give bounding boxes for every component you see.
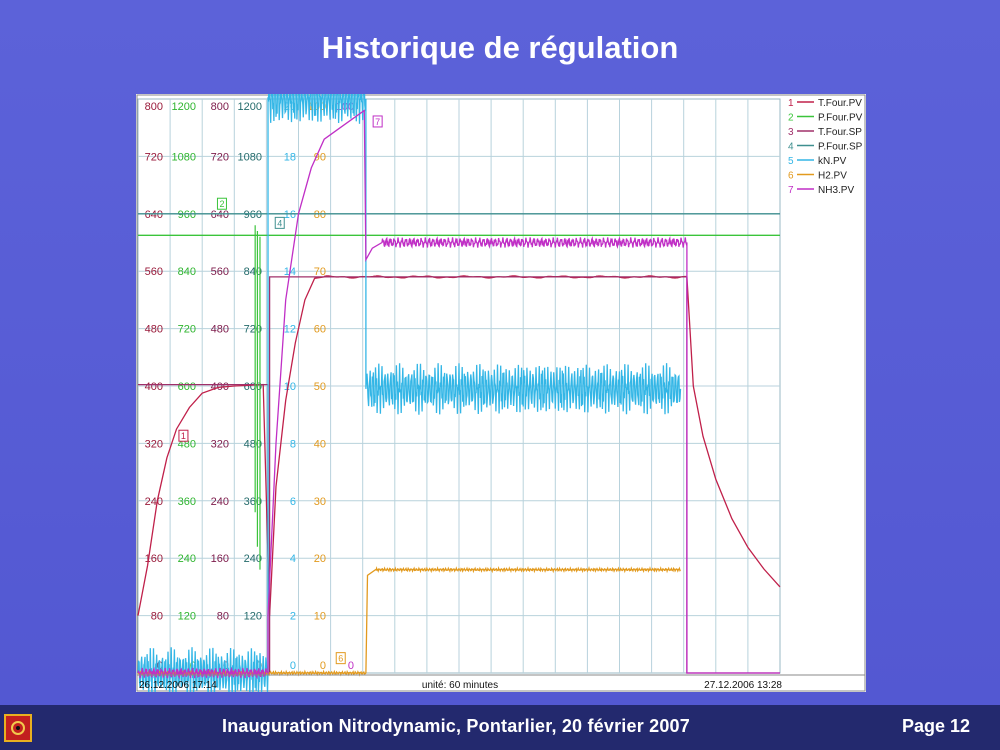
- tick-label: 80: [217, 611, 229, 623]
- legend-label: NH3.PV: [818, 185, 854, 196]
- tick-label: 720: [145, 151, 163, 163]
- tick-label: 720: [178, 324, 196, 336]
- tick-label: 60: [314, 324, 326, 336]
- tick-label: 120: [178, 611, 196, 623]
- tick-label: 240: [244, 553, 262, 565]
- tick-label: 960: [178, 209, 196, 221]
- tick-label: 120: [244, 611, 262, 623]
- series-marker-box: [178, 429, 189, 442]
- tick-label: 240: [178, 553, 196, 565]
- legend-label: P.Four.SP: [818, 142, 863, 153]
- legend-number: 2: [788, 113, 794, 124]
- tick-label: 600: [244, 381, 262, 393]
- tick-label: 480: [211, 324, 229, 336]
- tick-label: 8: [290, 438, 296, 450]
- tick-label: 800: [211, 101, 229, 113]
- series-marker-box: [335, 652, 346, 665]
- tick-label: 18: [284, 151, 296, 163]
- series-marker-number: 4: [277, 218, 282, 228]
- tick-label: 12: [284, 324, 296, 336]
- end-time-label: 27.12.2006 13:28: [704, 680, 782, 691]
- tick-label: 560: [211, 266, 229, 278]
- tick-label: 960: [244, 209, 262, 221]
- tick-label: 1080: [238, 151, 262, 163]
- tick-label: 360: [178, 496, 196, 508]
- tick-label: 600: [178, 381, 196, 393]
- tick-label: 1080: [172, 151, 196, 163]
- legend-number: 5: [788, 156, 794, 167]
- tick-label: 480: [244, 438, 262, 450]
- tick-label: 840: [178, 266, 196, 278]
- legend-number: 4: [788, 142, 794, 153]
- company-logo: [4, 714, 32, 742]
- chart-panel: 0 80 160 240 320 400 480 560 640 720 800 0 120 240 360…: [136, 94, 866, 692]
- tick-label: 10: [284, 381, 296, 393]
- legend-label: T.Four.PV: [818, 98, 862, 109]
- tick-label: 360: [244, 496, 262, 508]
- tick-label: 240: [145, 496, 163, 508]
- start-time-label: 26.12.2006 17:14: [139, 680, 217, 691]
- tick-label: 1200: [172, 101, 196, 113]
- series-line-T.Four.SP: [138, 276, 780, 674]
- tick-label: 840: [244, 266, 262, 278]
- tick-label: 640: [145, 209, 163, 221]
- legend-label: T.Four.SP: [818, 127, 862, 138]
- series-marker-number: 6: [338, 654, 343, 664]
- unit-label: unité: 60 minutes: [422, 680, 498, 691]
- chart-frame: [136, 94, 866, 692]
- tick-label: 0: [290, 660, 296, 672]
- tick-label: 640: [211, 209, 229, 221]
- tick-label: 10: [314, 611, 326, 623]
- series-marker-box: [216, 197, 227, 210]
- series-line-kN.PV: [137, 94, 682, 692]
- series-marker-box: [274, 216, 285, 229]
- tick-label: 2: [290, 611, 296, 623]
- tick-label: 80: [314, 209, 326, 221]
- legend-number: 3: [788, 127, 794, 138]
- logo-ring-icon: [11, 721, 25, 735]
- legend-label: kN.PV: [818, 156, 847, 167]
- tick-label: 0: [320, 660, 326, 672]
- tick-label: 160: [211, 553, 229, 565]
- tick-label: 16: [284, 209, 296, 221]
- tick-label: 50: [314, 381, 326, 393]
- series-marker-number: 7: [375, 117, 380, 127]
- tick-label: 1200: [238, 101, 262, 113]
- tick-label: 720: [211, 151, 229, 163]
- tick-label: 720: [244, 324, 262, 336]
- page-number: Page 12: [901, 716, 970, 736]
- tick-label: 560: [145, 266, 163, 278]
- legend-number: 7: [788, 185, 794, 196]
- legend-label: P.Four.PV: [818, 113, 863, 124]
- tick-label: 480: [145, 324, 163, 336]
- footer-bar: Inauguration Nitrodynamic, Pontarlier, 2…: [0, 705, 1000, 750]
- logo-dot-icon: [16, 726, 20, 730]
- slide-title: Historique de régulation: [321, 30, 679, 65]
- tick-label: 320: [211, 438, 229, 450]
- tick-label: 70: [314, 266, 326, 278]
- series-marker-box: [372, 115, 383, 128]
- tick-label: 80: [151, 611, 163, 623]
- legend-label: H2.PV: [818, 171, 847, 182]
- tick-label: 400: [145, 381, 163, 393]
- tick-label: 240: [211, 496, 229, 508]
- tick-label: 4: [290, 553, 296, 565]
- chart: 0801602403204004805606407208000120240360…: [136, 94, 866, 692]
- legend-number: 1: [788, 98, 794, 109]
- tick-label: 0: [223, 660, 229, 672]
- series-marker-number: 2: [219, 199, 224, 209]
- series-marker-number: 1: [181, 431, 186, 441]
- tick-label: 6: [290, 496, 296, 508]
- footer-text: Inauguration Nitrodynamic, Pontarlier, 2…: [222, 716, 690, 736]
- tick-label: 0: [256, 660, 262, 672]
- tick-label: 320: [145, 438, 163, 450]
- tick-label: 40: [314, 438, 326, 450]
- tick-label: 30: [314, 496, 326, 508]
- legend-number: 6: [788, 171, 794, 182]
- tick-label: 0: [348, 660, 354, 672]
- series-line-NH3.PV: [137, 109, 780, 680]
- tick-label: 20: [314, 553, 326, 565]
- tick-label: 800: [145, 101, 163, 113]
